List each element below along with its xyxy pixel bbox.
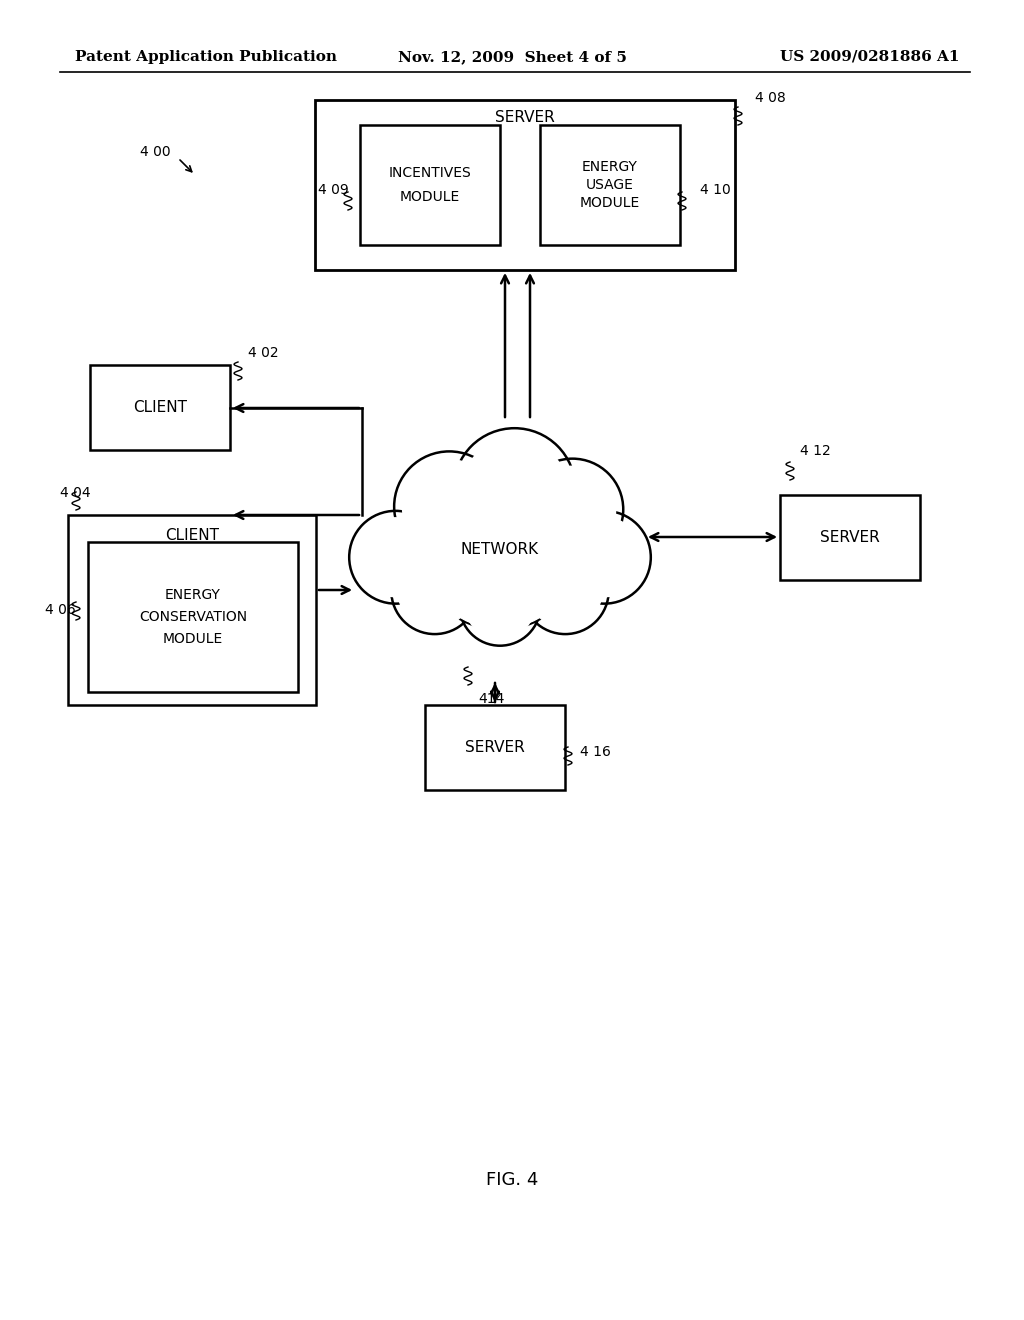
Text: 4 16: 4 16 — [580, 744, 611, 759]
Text: SERVER: SERVER — [465, 741, 525, 755]
Circle shape — [529, 466, 615, 553]
Circle shape — [356, 517, 435, 597]
Text: Nov. 12, 2009  Sheet 4 of 5: Nov. 12, 2009 Sheet 4 of 5 — [397, 50, 627, 63]
Text: FIG. 4: FIG. 4 — [485, 1171, 539, 1189]
Text: MODULE: MODULE — [400, 190, 460, 205]
Text: US 2009/0281886 A1: US 2009/0281886 A1 — [780, 50, 961, 63]
Circle shape — [522, 546, 608, 634]
Text: 4 10: 4 10 — [700, 183, 731, 197]
Circle shape — [397, 553, 472, 627]
Text: MODULE: MODULE — [580, 195, 640, 210]
Text: SERVER: SERVER — [496, 111, 555, 125]
Text: ENERGY: ENERGY — [582, 160, 638, 174]
Bar — [315, 100, 735, 271]
Bar — [90, 366, 230, 450]
Bar — [68, 515, 316, 705]
Text: ENERGY: ENERGY — [165, 587, 221, 602]
Bar — [425, 705, 565, 789]
Bar — [780, 495, 920, 579]
Circle shape — [466, 570, 535, 640]
Text: 4 02: 4 02 — [248, 346, 279, 360]
Text: CLIENT: CLIENT — [165, 528, 219, 543]
Bar — [540, 125, 680, 246]
Circle shape — [565, 517, 644, 597]
Circle shape — [460, 565, 541, 645]
Circle shape — [402, 459, 496, 553]
Text: INCENTIVES: INCENTIVES — [389, 166, 471, 180]
Text: 4 08: 4 08 — [755, 91, 785, 106]
Text: NETWORK: NETWORK — [461, 543, 539, 557]
Text: 4 12: 4 12 — [800, 444, 830, 458]
Circle shape — [463, 437, 566, 541]
Text: USAGE: USAGE — [586, 178, 634, 191]
Circle shape — [422, 471, 579, 628]
Bar — [360, 125, 500, 246]
Text: 4 00: 4 00 — [140, 145, 171, 158]
Circle shape — [454, 428, 575, 550]
Text: CONSERVATION: CONSERVATION — [139, 610, 247, 624]
Text: 4 09: 4 09 — [318, 183, 349, 197]
Circle shape — [420, 470, 580, 630]
Text: SERVER: SERVER — [820, 531, 880, 545]
Circle shape — [394, 451, 505, 561]
Text: 4 04: 4 04 — [60, 486, 91, 500]
Bar — [88, 543, 298, 692]
Text: 4 06: 4 06 — [45, 603, 76, 616]
Text: Patent Application Publication: Patent Application Publication — [75, 50, 337, 63]
Circle shape — [528, 553, 602, 627]
Circle shape — [349, 511, 442, 603]
Circle shape — [558, 511, 651, 603]
Circle shape — [522, 458, 624, 560]
Text: MODULE: MODULE — [163, 632, 223, 645]
Text: CLIENT: CLIENT — [133, 400, 187, 414]
Circle shape — [391, 546, 478, 634]
Text: 414: 414 — [478, 692, 505, 706]
